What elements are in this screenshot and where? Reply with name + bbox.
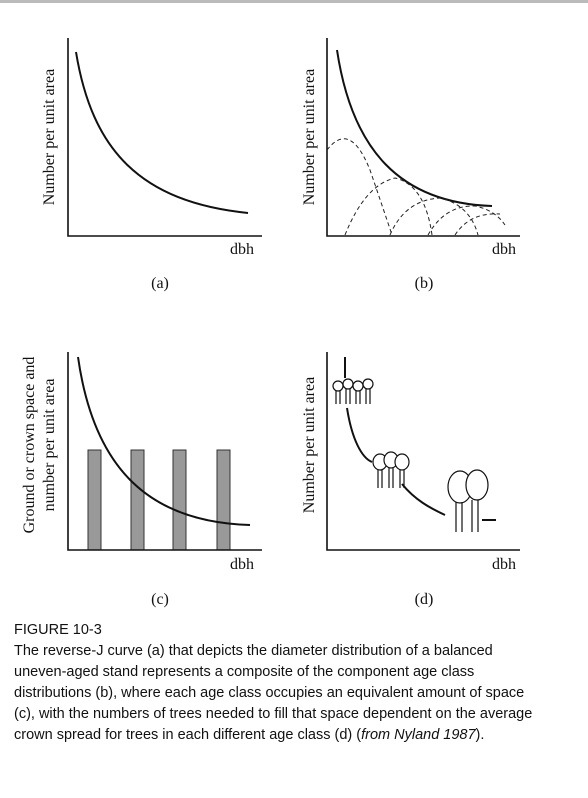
panel-c: Ground or crown space and number per uni…	[21, 352, 262, 608]
y-label: Number per unit area	[301, 377, 318, 513]
panel-label: (a)	[151, 275, 169, 292]
y-label: Number per unit area	[41, 69, 58, 205]
tree-shape	[335, 389, 371, 404]
panel-label: (b)	[415, 275, 434, 292]
axes	[326, 352, 520, 551]
x-label: dbh	[492, 556, 516, 573]
age-class-curve	[326, 138, 393, 236]
tree-shape	[332, 380, 344, 392]
tree-shape	[465, 469, 489, 501]
reverse-j-curve	[77, 356, 251, 526]
x-label: dbh	[230, 556, 254, 573]
medium-trees	[372, 451, 410, 488]
large-trees	[447, 469, 489, 532]
caption-citation: from Nyland 1987	[361, 727, 476, 743]
tree-shape	[362, 378, 374, 390]
y-label: number per unit area	[41, 379, 58, 512]
space-bar	[87, 449, 102, 551]
y-label: Number per unit area	[301, 69, 318, 205]
caption-text: The reverse-J curve (a) that depicts the…	[14, 643, 533, 743]
curve-piece	[346, 407, 373, 463]
x-label: dbh	[230, 241, 254, 258]
panel-label: (d)	[415, 591, 434, 608]
axes	[326, 38, 520, 237]
curve-piece	[401, 483, 446, 516]
age-class-curve	[389, 197, 479, 236]
reverse-j-curve	[336, 49, 493, 207]
tree-shape	[394, 453, 410, 471]
age-class-curve	[344, 177, 433, 236]
tree-shape	[342, 378, 354, 390]
age-class-curve	[454, 213, 501, 236]
caption: FIGURE 10-3 The reverse-J curve (a) that …	[14, 620, 534, 746]
tree-shape	[455, 500, 479, 532]
panel-label: (c)	[151, 591, 169, 608]
tree-shape	[377, 468, 405, 488]
space-bar	[216, 449, 231, 551]
age-class-curve	[427, 205, 506, 236]
small-trees	[332, 378, 374, 404]
x-label: dbh	[492, 241, 516, 258]
panel-d: Number per unit area dbh (d)	[301, 352, 520, 608]
axes	[67, 352, 262, 551]
axes	[67, 38, 262, 237]
space-bar	[172, 449, 187, 551]
panel-b: Number per unit area dbh (b)	[301, 38, 520, 292]
tree-shape	[352, 380, 364, 392]
panel-a: Number per unit area dbh (a)	[41, 38, 262, 292]
figure: Number per unit area dbh (a) Number per …	[21, 38, 520, 608]
top-border	[0, 0, 588, 3]
space-bar	[130, 449, 145, 551]
caption-heading: FIGURE 10-3	[14, 622, 102, 638]
y-label: Ground or crown space and	[21, 357, 38, 534]
reverse-j-curve	[75, 51, 249, 214]
caption-text: ).	[475, 727, 485, 743]
